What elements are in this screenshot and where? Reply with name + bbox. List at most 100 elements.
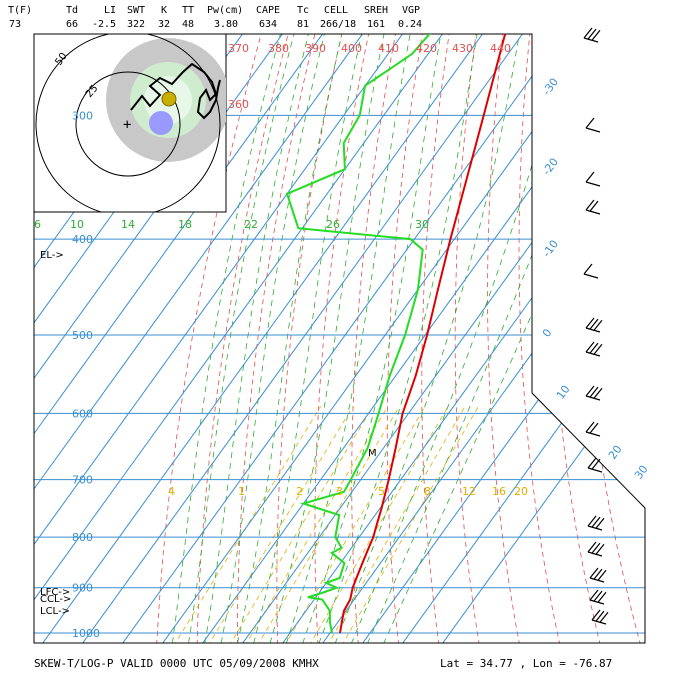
isotherm-label--30: -30 [540,76,561,98]
hodograph: 25 50 + [33,33,227,213]
idx-name-7: CAPE [256,5,280,16]
isotherm-50 [434,34,645,643]
isotherm--70 [34,34,560,643]
idx-name-6: Pw(cm) [207,5,243,16]
idx-name-10: SREH [364,5,388,16]
isotherm-label-30: 30 [632,463,651,482]
mixing-ratio-label-6: 12 [462,485,476,498]
isotherm-label-20: 20 [606,443,625,462]
dry-adiabat-400 [664,0,680,654]
dry-adiabat-280 [276,34,398,643]
moist-adiabat--8 [202,34,334,643]
lfc-marker: LFC-> [40,587,70,598]
idx-value-7: 634 [259,19,277,30]
sounding-traces [285,34,547,634]
moist-adiabat-12 [282,34,430,643]
hodo-storm-motion [149,111,173,135]
moist-adiabat-32 [362,34,637,643]
cell-marker: M [368,448,377,459]
hodo-mean-wind [161,91,177,107]
idx-value-9: 266/18 [320,19,356,30]
idx-name-0: T(F) [8,5,32,16]
wind-barb-11 [587,541,605,557]
theta-label-410: 410 [378,42,399,55]
theta-label-420: 420 [416,42,437,55]
el-marker: EL-> [40,250,64,261]
footer-title: SKEW-T/LOG-P VALID 0000 UTC 05/09/2008 K… [34,657,319,670]
wind-barb-2 [585,171,601,187]
moist-adiabat-36 [378,34,645,643]
isotherm-label-10: 10 [554,383,573,402]
wind-barbs [583,27,609,625]
isotherm--120 [34,34,360,643]
moist-adiabat--12 [186,34,320,643]
idx-value-6: 3.80 [214,19,238,30]
wind-barb-5 [585,317,603,333]
idx-value-5: 48 [182,19,194,30]
pressure-label-600: 600 [72,407,93,420]
dry-adiabat-360 [549,34,603,643]
idx-name-11: VGP [402,5,420,16]
theta-e-label-22: 22 [244,218,258,231]
wind-barb-4 [583,263,599,279]
idx-value-11: 0.24 [398,19,422,30]
mixing-ratio-1 [168,405,322,643]
isotherm--20 [154,34,645,643]
idx-value-0: 73 [9,19,21,30]
mixing-ratio-label-1: 1 [238,485,245,498]
mixing-ratio-12 [304,405,449,643]
idx-name-4: K [161,5,167,16]
isotherm--50 [34,34,640,643]
wind-barb-10 [587,515,605,531]
isotherm--80 [34,34,520,643]
pressure-label-500: 500 [72,329,93,342]
pressure-label-1000: 1000 [72,627,100,640]
idx-name-2: LI [104,5,116,16]
idx-name-8: Tc [297,5,309,16]
mixing-ratio-label-5: 8 [424,485,431,498]
moist-adiabat-28 [346,34,585,643]
pressure-label-900: 900 [72,582,93,595]
theta-label-400: 400 [341,42,362,55]
theta-e-label-30: 30 [415,218,429,231]
hodo-origin-plus: + [123,117,131,133]
index-values: 73 66 -2.5 322 32 48 3.80 634 81 266/18 … [9,19,422,30]
wind-barb-14 [591,609,609,625]
idx-name-3: SWT [127,5,145,16]
mixing-ratio-label-8: 20 [514,485,528,498]
moist-adiabat-0 [234,34,365,643]
idx-value-2: -2.5 [92,19,116,30]
theta-e-label-26: 26 [326,218,340,231]
isotherm-40 [394,34,645,643]
moist-adiabat--16 [170,34,308,643]
wind-barb-8 [585,421,601,437]
idx-value-8: 81 [297,19,309,30]
dry-adiabat-290 [314,34,421,643]
theta-label-430: 430 [452,42,473,55]
idx-name-9: CELL [324,5,348,16]
theta-e-label-14: 14 [121,218,135,231]
isotherm--100 [34,34,440,643]
dry-adiabat-390 [636,34,645,643]
isotherm-label-0: 0 [540,326,555,339]
wind-barb-12 [589,567,607,583]
mixing-ratio-label-2: 2 [296,485,303,498]
theta-e-label-10: 10 [70,218,84,231]
dry-adiabat-370 [578,34,644,643]
moist-adiabat-20 [314,34,494,643]
idx-value-4: 32 [158,19,170,30]
pressure-label-800: 800 [72,531,93,544]
wind-barb-3 [585,199,601,215]
mixing-ratio-20 [336,405,479,643]
isotherm-label--10: -10 [540,238,561,260]
isotherm--30 [114,34,645,643]
mixing-ratio-label-7: 16 [492,485,506,498]
wind-barb-0 [583,27,601,43]
wind-barb-1 [585,117,601,133]
dewpoint-trace [285,34,511,634]
ccl-marker: CCL-> [40,594,71,605]
idx-name-5: TT [182,5,194,16]
idx-value-10: 161 [367,19,385,30]
isotherm--90 [34,34,480,643]
